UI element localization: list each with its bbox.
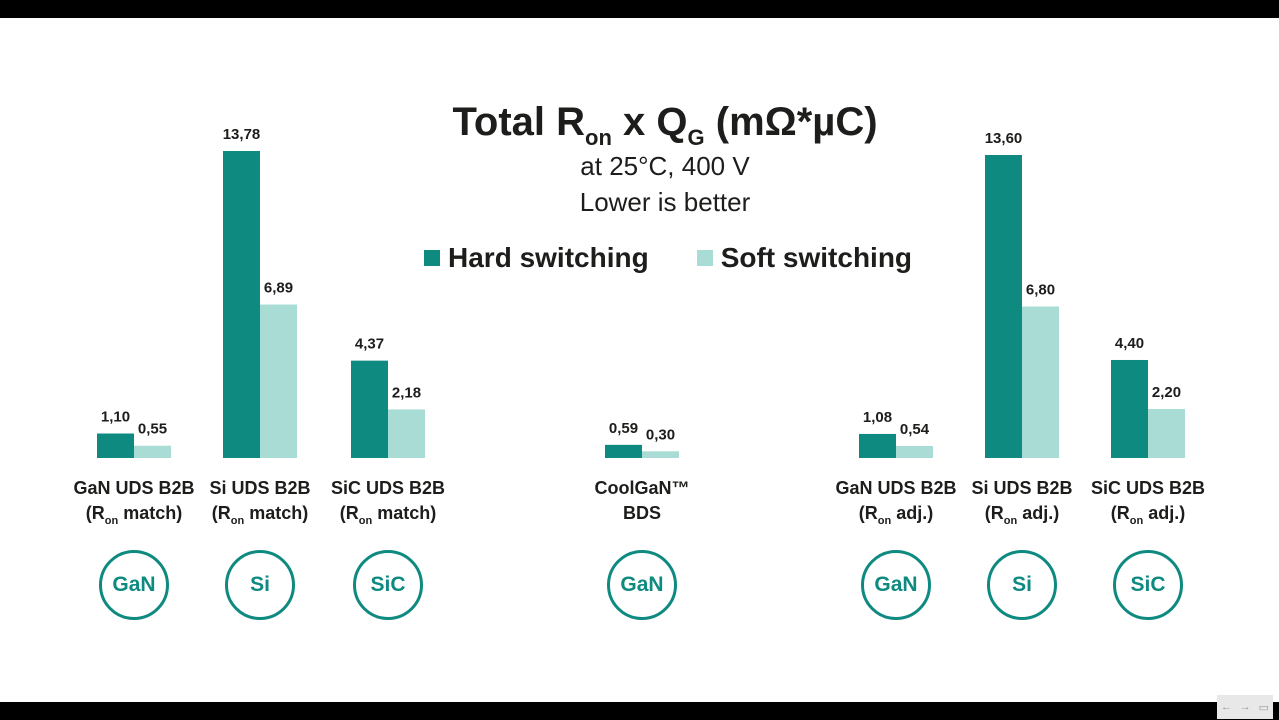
bar-hard-2 bbox=[351, 360, 388, 458]
category-label-5: Si UDS B2B (Ron adj.) bbox=[952, 476, 1092, 534]
bar-soft-6 bbox=[1148, 408, 1185, 458]
legend-item-soft: Soft switching bbox=[696, 242, 913, 274]
title-unit: (mΩ*µC) bbox=[704, 100, 878, 144]
material-badge-gan: GaN bbox=[99, 550, 169, 620]
category-label-line2: (Ron match) bbox=[211, 503, 309, 527]
legend-label-soft: Soft switching bbox=[720, 242, 913, 273]
legend-label-hard: Hard switching bbox=[448, 242, 649, 273]
category-label-line1: SiC UDS B2B bbox=[1090, 478, 1206, 498]
title-main: Total R bbox=[452, 100, 586, 144]
title-subscript-on: on bbox=[585, 125, 612, 150]
bar-hard-1 bbox=[223, 151, 260, 458]
material-badge-gan: GaN bbox=[861, 550, 931, 620]
restore-window-icon[interactable]: ▭ bbox=[1258, 701, 1270, 714]
chart-subtitle-note: Lower is better bbox=[579, 187, 751, 217]
chart-subtitle-conditions: at 25°C, 400 V bbox=[580, 151, 750, 181]
data-label-hard-6: 4,40 bbox=[1115, 335, 1144, 352]
data-label-soft-6: 2,20 bbox=[1152, 384, 1181, 401]
bar-chart-plot: 1,10 13,78 4,37 0,59 1,08 13,60 4,40 0,55 6,89 2,… bbox=[97, 126, 1185, 458]
bar-soft-1 bbox=[260, 304, 297, 458]
bar-hard-6 bbox=[1111, 359, 1148, 458]
category-label-4: GaN UDS B2B (Ron adj.) bbox=[826, 476, 966, 534]
bar-hard-0 bbox=[97, 433, 134, 458]
data-label-soft-3: 0,30 bbox=[646, 426, 675, 443]
category-label-line1: Si UDS B2B bbox=[209, 478, 311, 498]
legend-swatch-soft bbox=[696, 250, 713, 266]
category-label-1: Si UDS B2B (Ron match) bbox=[190, 476, 330, 534]
material-badge-si: Si bbox=[225, 550, 295, 620]
category-label-line1: CoolGaN™ bbox=[594, 478, 690, 498]
material-badge-sic: SiC bbox=[1113, 550, 1183, 620]
bar-soft-4 bbox=[896, 445, 933, 458]
next-arrow-icon[interactable]: → bbox=[1239, 701, 1251, 713]
category-label-line1: Si UDS B2B bbox=[971, 478, 1073, 498]
bar-soft-2 bbox=[388, 409, 425, 458]
data-label-soft-0: 0,55 bbox=[138, 421, 167, 438]
prev-arrow-icon[interactable]: ← bbox=[1220, 701, 1232, 713]
category-label-3: CoolGaN™ BDS bbox=[572, 476, 712, 534]
legend-swatch-hard bbox=[424, 250, 440, 266]
bar-soft-3 bbox=[642, 451, 679, 458]
data-label-hard-5: 13,60 bbox=[985, 130, 1023, 147]
bar-hard-3 bbox=[605, 444, 642, 458]
data-label-soft-4: 0,54 bbox=[900, 421, 930, 438]
bar-hard-5 bbox=[985, 155, 1022, 458]
category-label-line2: (Ron match) bbox=[339, 503, 437, 527]
title-mid: x Q bbox=[611, 100, 688, 144]
data-label-soft-2: 2,18 bbox=[392, 384, 421, 401]
chart-title: Total Ron x QG (mΩ*µC) bbox=[400, 96, 930, 150]
chart-legend: Hard switching Soft switching bbox=[424, 240, 912, 276]
chart-title-block: Total Ron x QG (mΩ*µC) at 25°C, 400 V Lo… bbox=[400, 96, 930, 220]
legend-item-hard: Hard switching bbox=[424, 242, 649, 274]
category-label-line2: (Ron adj.) bbox=[1110, 503, 1186, 527]
slide: Total Ron x QG (mΩ*µC) at 25°C, 400 V Lo… bbox=[0, 18, 1279, 702]
category-label-line2: BDS bbox=[622, 503, 661, 523]
data-label-hard-4: 1,08 bbox=[863, 409, 892, 426]
category-label-line2: (Ron match) bbox=[85, 503, 183, 527]
material-badge-gan: GaN bbox=[607, 550, 677, 620]
category-label-line2: (Ron adj.) bbox=[858, 503, 934, 527]
data-label-hard-0: 1,10 bbox=[101, 408, 130, 425]
category-label-line1: SiC UDS B2B bbox=[330, 478, 446, 498]
category-label-line2: (Ron adj.) bbox=[984, 503, 1060, 527]
bar-soft-0 bbox=[134, 445, 171, 458]
material-badge-sic: SiC bbox=[353, 550, 423, 620]
window-controls[interactable]: ← → ▭ bbox=[1217, 695, 1273, 719]
data-label-hard-2: 4,37 bbox=[355, 336, 384, 353]
category-label-6: SiC UDS B2B (Ron adj.) bbox=[1078, 476, 1218, 534]
category-label-0: GaN UDS B2B (Ron match) bbox=[64, 476, 204, 534]
category-label-line1: GaN UDS B2B bbox=[73, 478, 195, 498]
data-label-soft-5: 6,80 bbox=[1026, 282, 1055, 299]
material-badge-si: Si bbox=[987, 550, 1057, 620]
title-subscript-g: G bbox=[687, 125, 705, 150]
data-label-hard-3: 0,59 bbox=[609, 420, 638, 437]
data-label-soft-1: 6,89 bbox=[264, 280, 293, 297]
bar-soft-5 bbox=[1022, 306, 1059, 458]
category-label-2: SiC UDS B2B (Ron match) bbox=[318, 476, 458, 534]
bar-hard-4 bbox=[859, 433, 896, 458]
category-label-line1: GaN UDS B2B bbox=[835, 478, 957, 498]
data-label-hard-1: 13,78 bbox=[223, 126, 261, 143]
